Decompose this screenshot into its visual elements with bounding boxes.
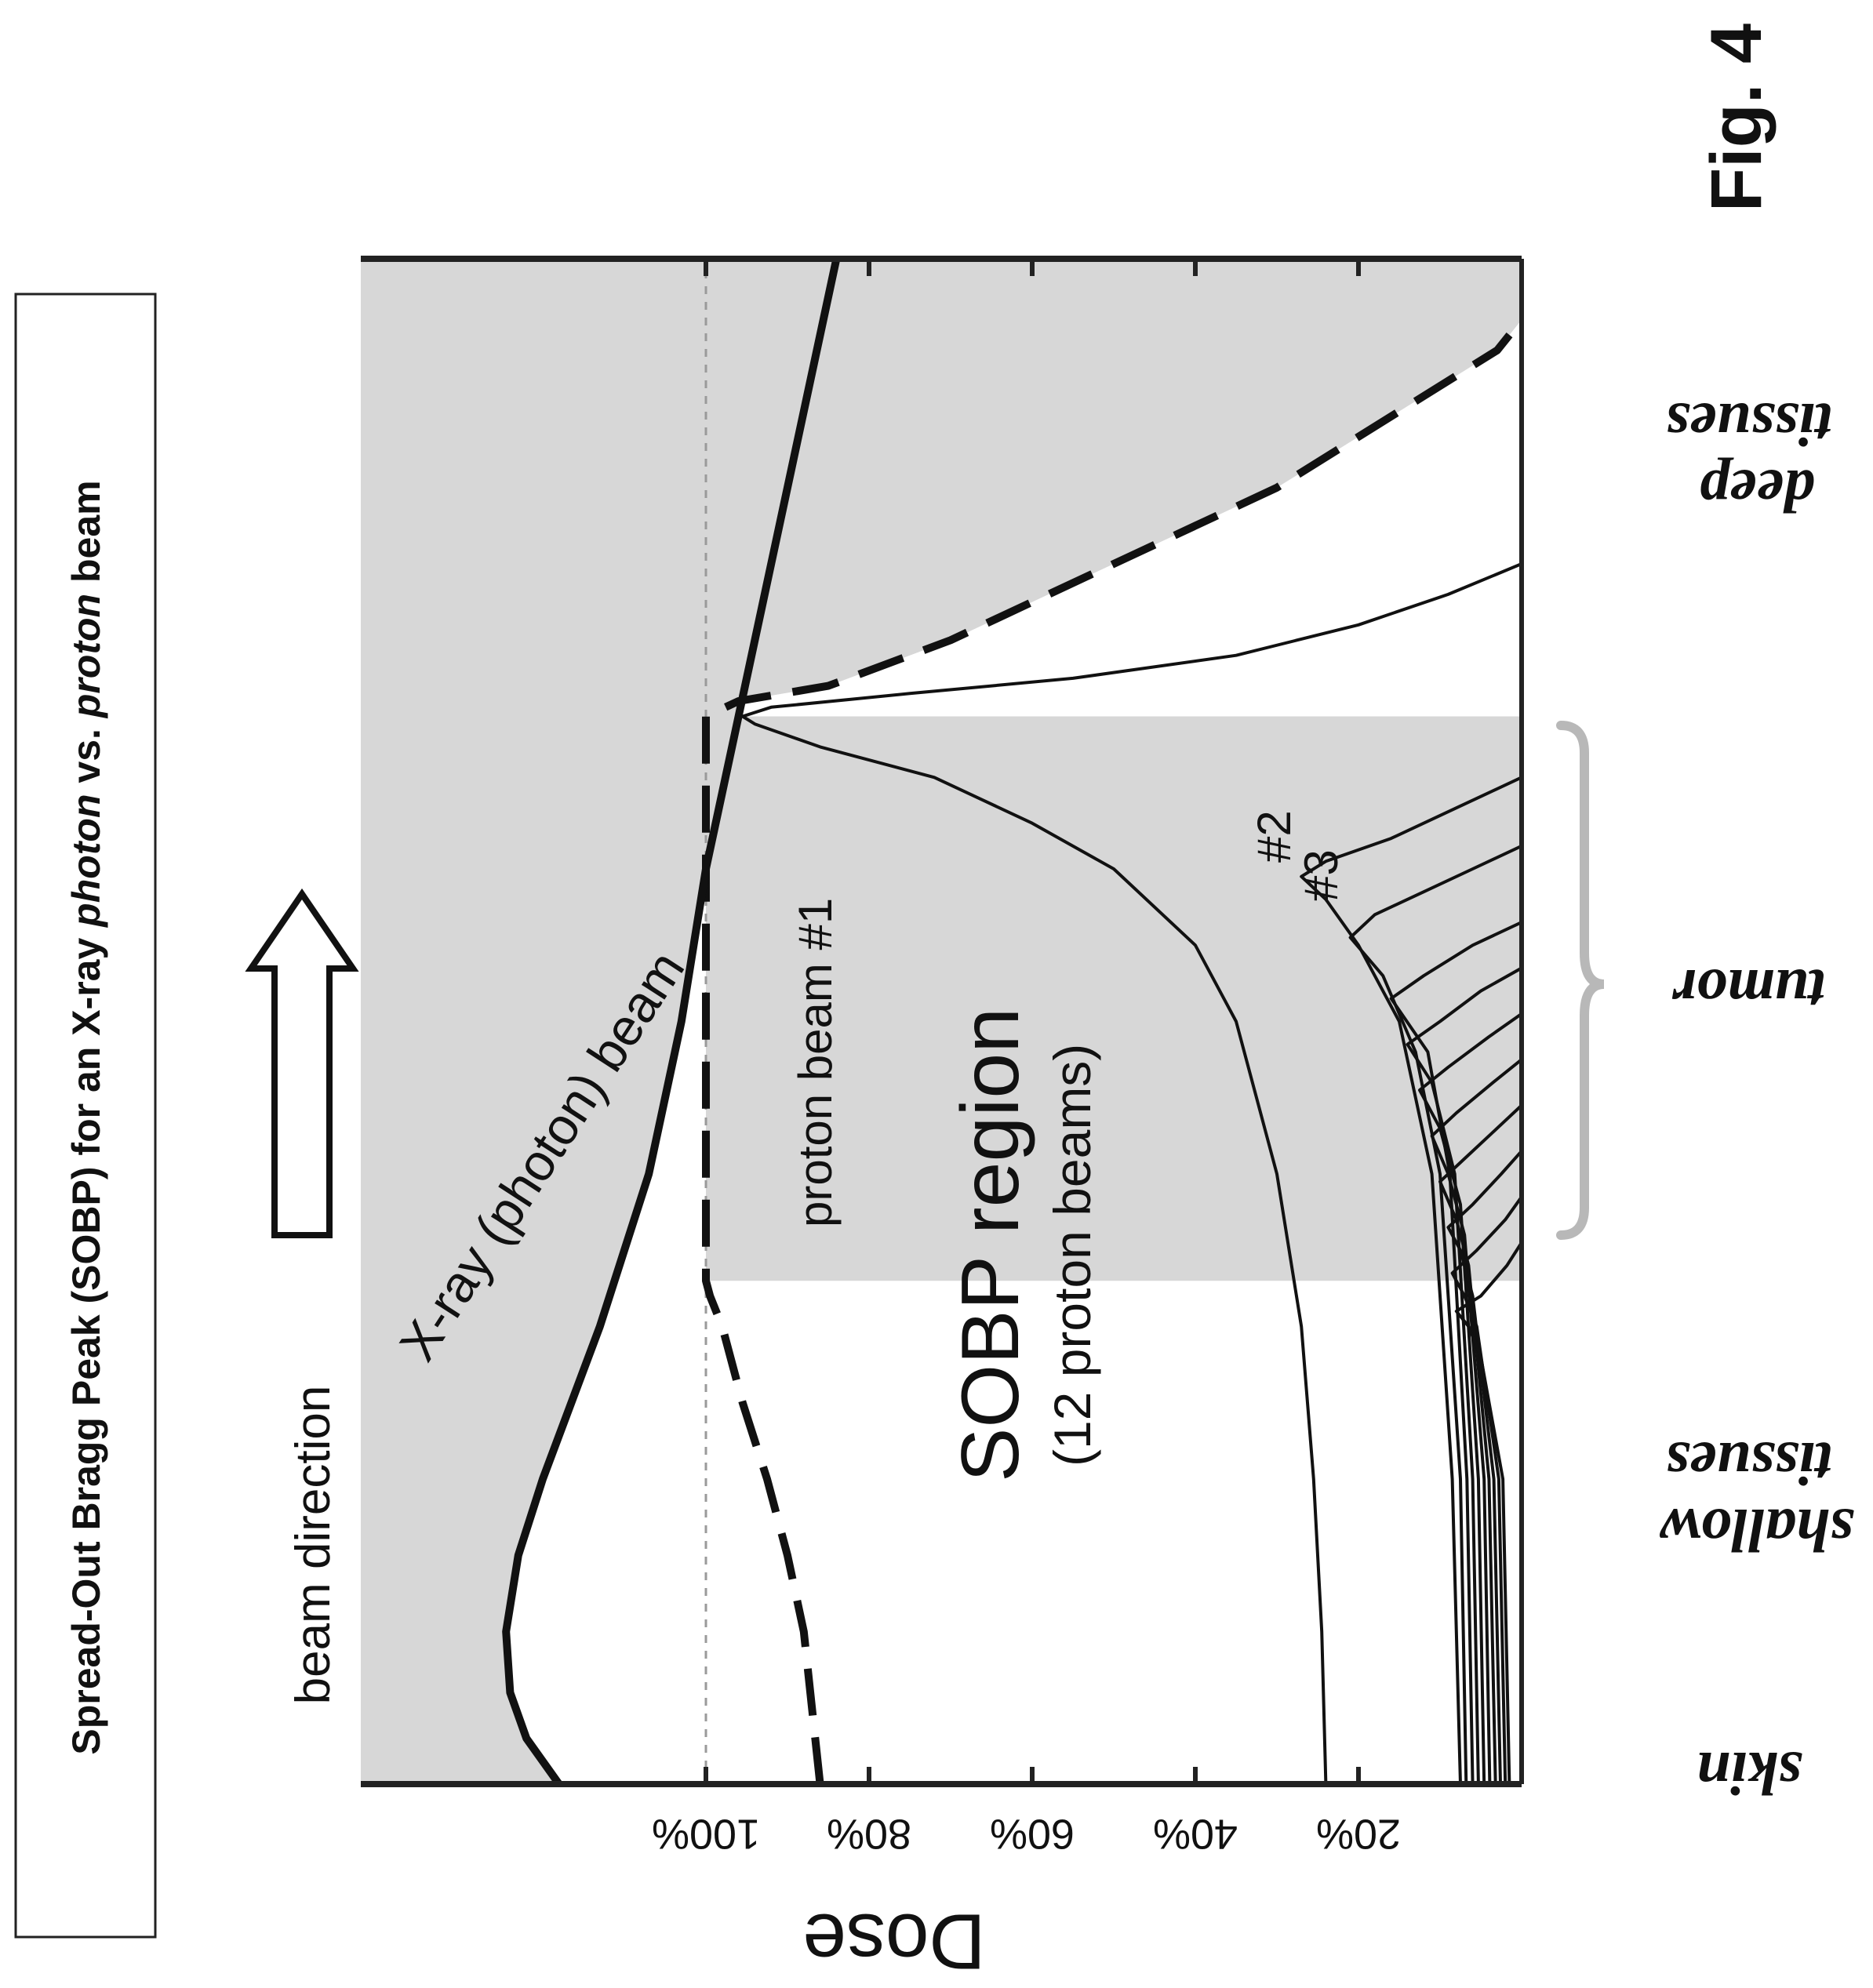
region-label-tumor: tumor <box>1672 957 1826 1025</box>
figure-label: Fig. 4 <box>1697 24 1777 212</box>
beam-direction-arrow-icon <box>251 894 353 1235</box>
tumor-brace <box>1561 725 1604 1235</box>
dose-tick-label: 60% <box>990 1811 1075 1858</box>
dose-tick-label: 80% <box>827 1811 911 1858</box>
annotation-beam-2: #2 <box>1248 810 1300 863</box>
region-label-skin: skin <box>1697 1739 1802 1808</box>
dose-tick-label: 40% <box>1153 1811 1238 1858</box>
dose-axis-title: Dose <box>802 1898 985 1986</box>
annotation-sobp-subtitle: (12 proton beams) <box>1043 1044 1101 1466</box>
beam-direction-label: beam direction <box>286 1386 340 1705</box>
region-label-deep: deep tissues <box>1666 391 1832 525</box>
annotation-beam-3: #3 <box>1295 849 1347 902</box>
caption: Spread-Out Bragg Peak (SOBP) for an X-ra… <box>64 480 108 1754</box>
dose-tick-label: 20% <box>1316 1811 1401 1858</box>
region-label-shallow: shallow tissues <box>1645 1430 1855 1565</box>
plot-area <box>361 259 1522 1784</box>
annotation-sobp-region: SOBP region <box>945 1008 1036 1482</box>
annotation-proton-beam-1: proton beam #1 <box>789 898 842 1227</box>
distal-excess-dose-shading <box>706 259 1522 717</box>
dose-tick-label: 100% <box>652 1811 760 1858</box>
